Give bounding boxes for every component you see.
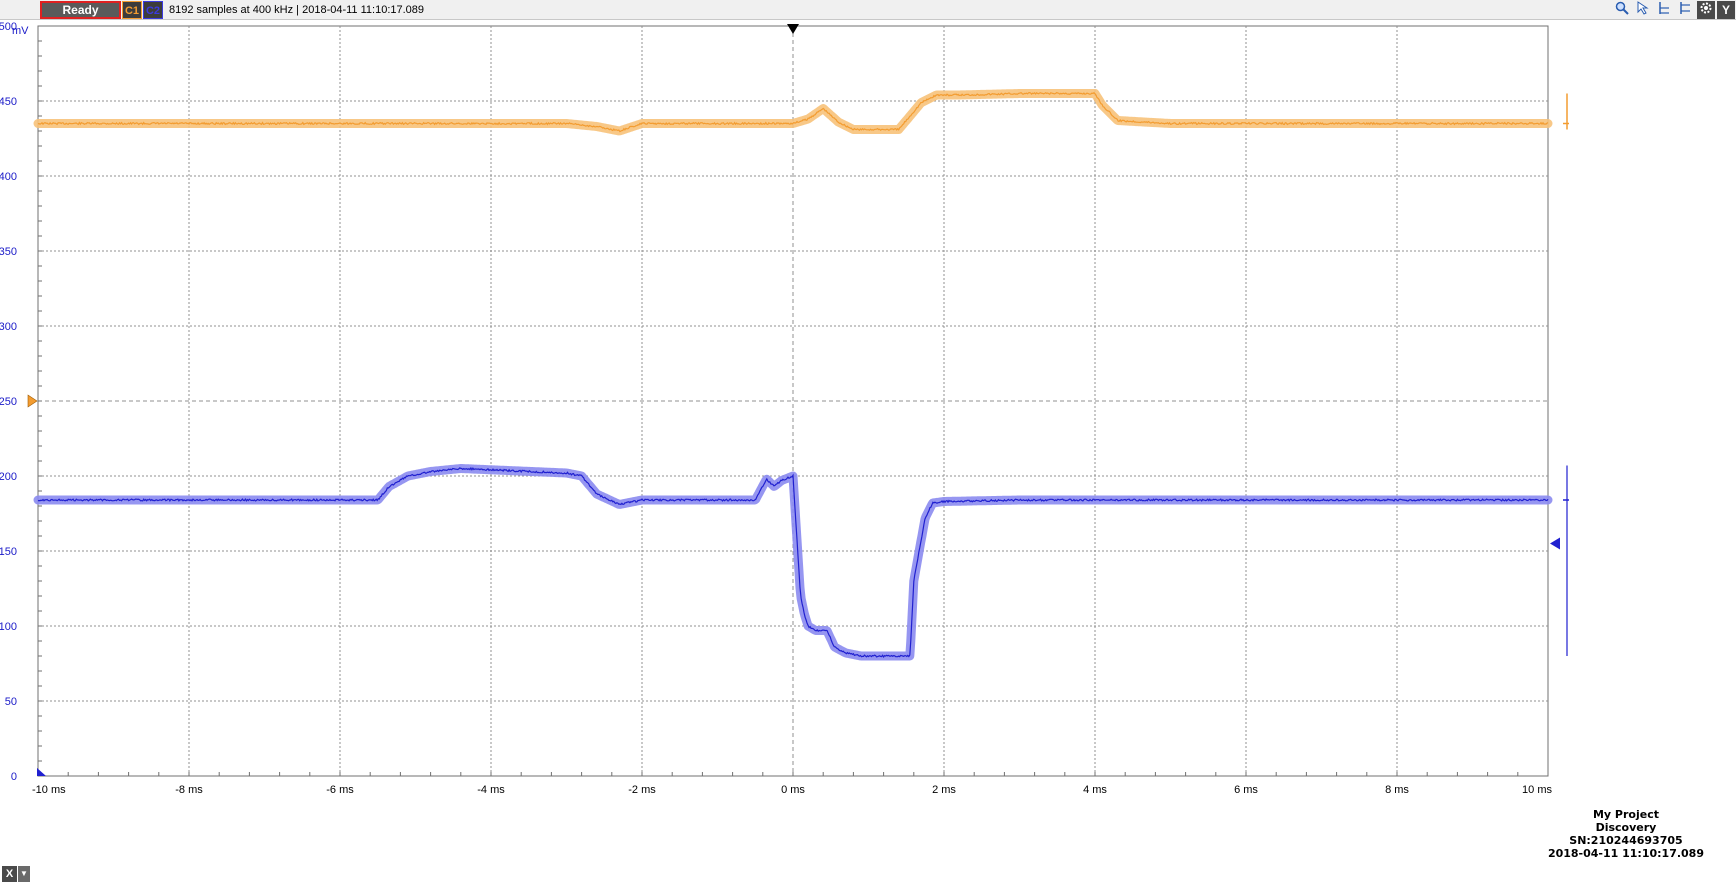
- trace-c1: [33, 89, 1553, 136]
- channel1-toggle[interactable]: C1: [122, 1, 142, 19]
- toolbar: Ready C1 C2 8192 samples at 400 kHz | 20…: [0, 0, 1736, 20]
- project-name: My Project: [1592, 808, 1659, 821]
- x-tick-label: 2 ms: [932, 784, 956, 796]
- y-cursor-icon[interactable]: [1676, 1, 1694, 19]
- y-tick-label: 300: [0, 321, 17, 333]
- x-tick-label: 10 ms: [1522, 784, 1552, 796]
- trace-band-c2: [33, 464, 1553, 661]
- c2-offset-marker: [1550, 537, 1560, 550]
- y-tick-label: 450: [0, 96, 17, 108]
- plot-grid: [37, 25, 1549, 777]
- y-tick-label: 150: [0, 546, 17, 558]
- x-tick-label: 8 ms: [1385, 784, 1409, 796]
- status-button[interactable]: Ready: [40, 1, 121, 19]
- y-axis-unit: mV: [12, 25, 29, 37]
- x-axis-labels: -10 ms -8 ms -6 ms -4 ms -2 ms 0 ms 2 ms 4 ms 6 …: [32, 784, 1552, 796]
- y-axis-labels: 0 50 100 150 200 250 300 350 400 450 500: [0, 21, 17, 783]
- serial-number: SN:210244693705: [1569, 834, 1683, 847]
- settings-icon[interactable]: [1697, 1, 1715, 19]
- waveform-traces: [33, 89, 1553, 661]
- y-axis-button[interactable]: Y: [1717, 1, 1735, 19]
- x-tick-label: -6 ms: [326, 784, 354, 796]
- capture-timestamp: 2018-04-11 11:10:17.089: [1547, 847, 1704, 860]
- chevron-down-icon[interactable]: ▼: [18, 866, 30, 882]
- x-cursor-icon[interactable]: [1655, 1, 1673, 19]
- y-tick-label: 50: [5, 696, 17, 708]
- y-tick-label: 0: [11, 771, 17, 783]
- y-tick-label: 100: [0, 621, 17, 633]
- x-axis-button[interactable]: X: [2, 866, 17, 882]
- x-tick-label: -10 ms: [32, 784, 66, 796]
- x-tick-label: -4 ms: [477, 784, 505, 796]
- x-tick-label: -2 ms: [628, 784, 656, 796]
- plot-markers[interactable]: [27, 24, 1569, 776]
- x-tick-label: 6 ms: [1234, 784, 1258, 796]
- device-name: Discovery: [1595, 821, 1657, 834]
- device-annotation: My Project Discovery SN:210244693705 201…: [1548, 808, 1704, 860]
- x-tick-label: 4 ms: [1083, 784, 1107, 796]
- trace-line-c2: [37, 466, 1549, 658]
- trigger-level-marker: [27, 394, 38, 408]
- zoom-icon[interactable]: [1613, 1, 1631, 19]
- y-tick-label: 400: [0, 171, 17, 183]
- trigger-position-marker: [787, 24, 799, 34]
- origin-marker: [37, 768, 46, 776]
- cursor-icon[interactable]: [1634, 1, 1652, 19]
- channel2-toggle[interactable]: C2: [143, 1, 163, 19]
- trace-line-c1: [37, 91, 1549, 133]
- trace-c2: [33, 464, 1553, 661]
- x-tick-label: -8 ms: [175, 784, 203, 796]
- y-tick-label: 500: [0, 21, 17, 33]
- y-tick-label: 250: [0, 396, 17, 408]
- x-tick-label: 0 ms: [781, 784, 805, 796]
- y-tick-label: 200: [0, 471, 17, 483]
- acquisition-info: 8192 samples at 400 kHz | 2018-04-11 11:…: [169, 4, 425, 16]
- oscilloscope-plot[interactable]: 0 50 100 150 200 250 300 350 400 450 500 -10 ms -8 …: [0, 20, 1736, 884]
- y-tick-label: 350: [0, 246, 17, 258]
